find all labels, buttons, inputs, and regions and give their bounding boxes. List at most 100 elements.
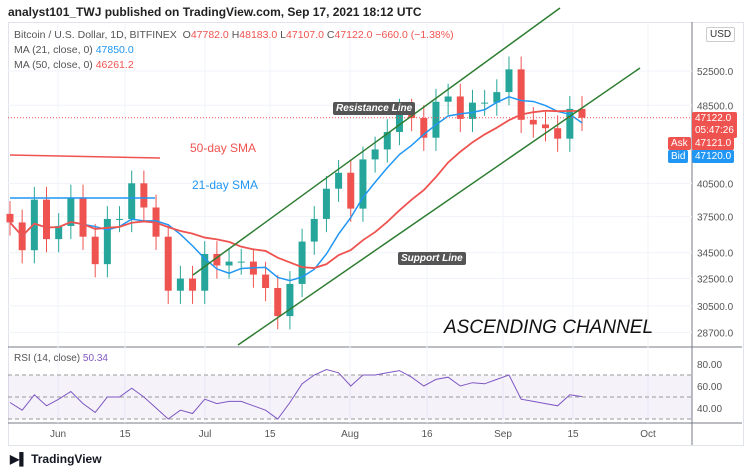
- ma21-label: MA (21, close, 0): [14, 44, 93, 56]
- bar-countdown: 05:47:26: [695, 125, 734, 136]
- candle: [103, 218, 111, 265]
- ma50-legend[interactable]: MA (50, close, 0) 46261.2: [14, 59, 134, 71]
- candle: [201, 253, 209, 291]
- bid-label: Bid: [668, 150, 689, 163]
- price-tick: 34500.0: [697, 249, 734, 260]
- tradingview-logo[interactable]: ▶▌ TradingView: [10, 452, 102, 466]
- candle: [79, 197, 87, 237]
- price-tick: 52500.0: [697, 67, 734, 78]
- ma21-legend[interactable]: MA (21, close, 0) 47850.0: [14, 44, 134, 56]
- rsi-legend[interactable]: RSI (14, close) 50.34: [14, 353, 108, 364]
- logo-icon: ▶▌: [10, 452, 28, 466]
- candle: [456, 96, 464, 119]
- candle: [395, 111, 403, 132]
- last-price: 47122.0: [695, 113, 732, 124]
- ma21-line: [9, 95, 583, 282]
- candle: [189, 278, 197, 291]
- candle: [43, 199, 51, 240]
- symbol-legend: Bitcoin / U.S. Dollar, 1D, BITFINEX O477…: [14, 29, 454, 41]
- candle: [67, 197, 75, 226]
- symbol-name: Bitcoin / U.S. Dollar, 1D, BITFINEX: [14, 29, 177, 41]
- time-tick: 15: [264, 429, 276, 440]
- candle: [517, 69, 525, 120]
- time-tick: Jun: [50, 429, 66, 440]
- candle: [347, 172, 355, 209]
- candle: [286, 283, 294, 317]
- time-tick: 15: [567, 429, 579, 440]
- last-price-tag: 47122.0 05:47:26: [692, 112, 737, 138]
- candle: [432, 101, 440, 138]
- candle: [164, 236, 172, 291]
- candle: [213, 253, 221, 266]
- high-value: 48183.0: [239, 29, 278, 41]
- brand-name: TradingView: [31, 452, 102, 466]
- candle: [6, 213, 14, 223]
- time-tick: Jul: [199, 429, 212, 440]
- ma50-label: MA (50, close, 0): [14, 59, 93, 71]
- ma21-value: 47850.0: [95, 44, 134, 56]
- candle: [176, 278, 184, 291]
- candle: [237, 261, 245, 263]
- candle: [322, 188, 330, 219]
- ma50-value: 46261.2: [95, 59, 134, 71]
- candle: [116, 218, 124, 220]
- support-line-label: Support Line: [398, 252, 466, 265]
- candle: [91, 236, 99, 265]
- candle: [541, 124, 549, 129]
- change-value: −660.0 (−1.38%): [375, 29, 454, 41]
- candle: [128, 183, 136, 219]
- candle: [335, 172, 343, 189]
- candle: [481, 102, 489, 104]
- currency-button[interactable]: USD: [706, 27, 736, 42]
- rsi-value: 50.34: [82, 353, 108, 364]
- candle: [262, 274, 270, 288]
- ma50-line: [9, 109, 583, 269]
- time-tick: Oct: [640, 429, 656, 440]
- time-tick: 15: [119, 429, 131, 440]
- candle: [529, 119, 537, 125]
- support-line: [237, 67, 641, 346]
- candle: [566, 108, 574, 139]
- publisher-header: analyst101_TWJ published on TradingView.…: [8, 5, 422, 19]
- price-tick: 32500.0: [697, 275, 734, 286]
- candle: [55, 225, 63, 240]
- candle: [505, 69, 513, 93]
- price-tick: 40500.0: [697, 179, 734, 190]
- rsi-line: [9, 368, 583, 420]
- rsi-label: RSI (14, close): [14, 353, 81, 364]
- price-tick: 28700.0: [697, 328, 734, 339]
- time-tick: 16: [421, 429, 433, 440]
- candle: [554, 128, 562, 139]
- candle: [225, 261, 233, 266]
- candle: [140, 183, 148, 208]
- close-value: 47122.0: [334, 29, 373, 41]
- price-tick: 37500.0: [697, 213, 734, 224]
- candle: [468, 102, 476, 119]
- candle: [444, 96, 452, 102]
- candle: [298, 241, 306, 284]
- ask-label: Ask: [668, 137, 691, 150]
- candle: [578, 108, 586, 118]
- bid-price: 47120.0: [692, 150, 735, 163]
- rsi-tick: 40.00: [697, 404, 722, 415]
- time-tick: Aug: [341, 429, 359, 440]
- candle: [359, 159, 367, 209]
- price-tick: 30500.0: [697, 302, 734, 313]
- low-value: 47107.0: [286, 29, 324, 41]
- channel-annotation: ASCENDING CHANNEL: [444, 317, 654, 338]
- rsi-tick: 60.00: [697, 382, 722, 393]
- price-tick: 48500.0: [697, 101, 734, 112]
- ask-price: 47121.0: [692, 137, 735, 150]
- sma50-annotation: 50-day SMA: [190, 141, 257, 155]
- resistance-line: [192, 7, 561, 276]
- candle: [274, 287, 282, 317]
- candle: [30, 199, 38, 251]
- candle: [310, 218, 318, 242]
- sma21-annotation: 21-day SMA: [192, 178, 259, 192]
- candle: [371, 149, 379, 160]
- candle: [493, 92, 501, 103]
- time-tick: Sep: [494, 429, 512, 440]
- rsi-tick: 80.00: [697, 360, 722, 371]
- candle: [383, 131, 391, 150]
